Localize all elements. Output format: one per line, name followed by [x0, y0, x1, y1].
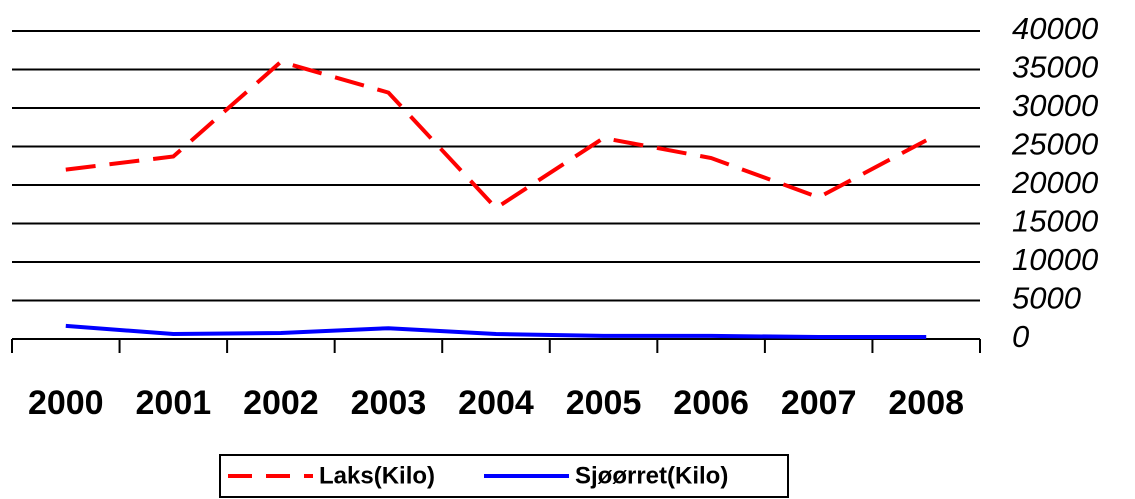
legend-label: Sjøørret(Kilo) — [575, 462, 728, 489]
legend-label: Laks(Kilo) — [319, 462, 435, 489]
y-tick-label: 5000 — [1012, 281, 1081, 316]
x-tick-label: 2000 — [28, 384, 104, 422]
y-tick-label: 40000 — [1012, 11, 1098, 46]
x-tick-label: 2007 — [781, 384, 857, 422]
y-tick-label: 0 — [1012, 319, 1029, 354]
series-line — [65, 323, 927, 339]
x-tick-label: 2001 — [136, 384, 212, 422]
x-tick-label: 2008 — [888, 384, 964, 422]
y-tick-label: 15000 — [1012, 204, 1098, 239]
y-tick-label: 30000 — [1012, 88, 1098, 123]
y-tick-label: 35000 — [1012, 50, 1098, 85]
x-tick-label: 2006 — [673, 384, 749, 422]
x-tick-label: 2002 — [243, 384, 319, 422]
y-tick-label: 20000 — [1011, 165, 1098, 200]
y-tick-label: 25000 — [1011, 127, 1098, 162]
legend-box — [219, 454, 789, 498]
x-tick-label: 2004 — [458, 384, 534, 422]
x-tick-label: 2005 — [566, 384, 642, 422]
series-line — [65, 59, 928, 211]
y-tick-label: 10000 — [1012, 242, 1098, 277]
x-tick-label: 2003 — [351, 384, 427, 422]
